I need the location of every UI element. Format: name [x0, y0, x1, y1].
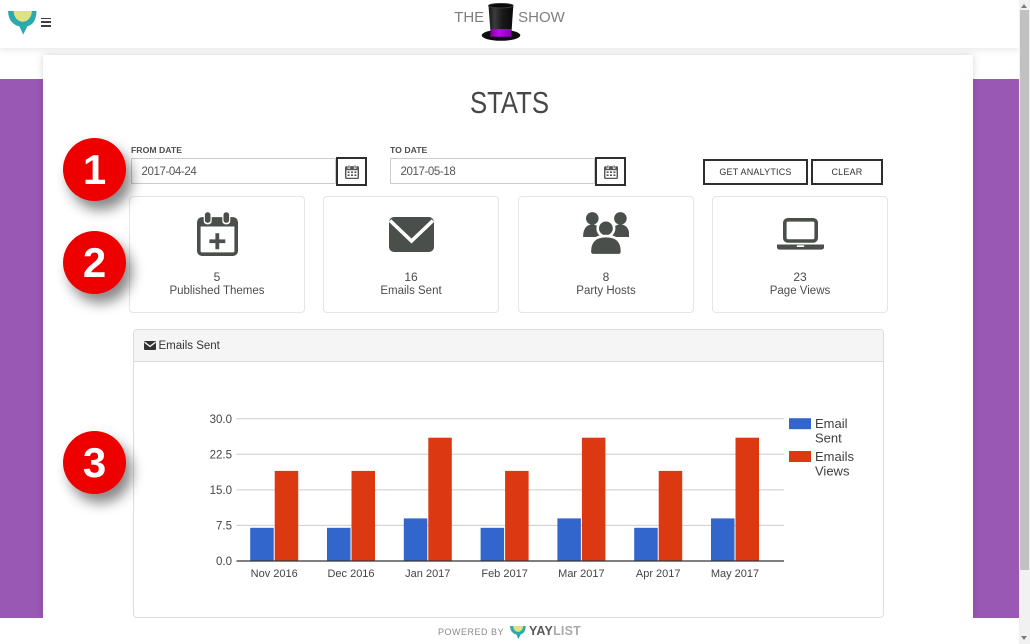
svg-text:Email: Email: [815, 416, 848, 431]
svg-text:May 2017: May 2017: [711, 568, 759, 580]
svg-text:Sent: Sent: [815, 431, 842, 446]
svg-text:30.0: 30.0: [210, 414, 232, 426]
svg-text:Apr 2017: Apr 2017: [636, 568, 681, 580]
svg-text:0.0: 0.0: [216, 556, 232, 568]
svg-text:Dec 2016: Dec 2016: [327, 568, 374, 580]
svg-text:Emails: Emails: [815, 449, 855, 464]
svg-text:Feb 2017: Feb 2017: [481, 568, 527, 580]
svg-text:Mar 2017: Mar 2017: [558, 568, 604, 580]
svg-text:Jan 2017: Jan 2017: [405, 568, 450, 580]
svg-text:Nov 2016: Nov 2016: [251, 568, 298, 580]
svg-text:Views: Views: [815, 463, 850, 478]
svg-text:22.5: 22.5: [210, 450, 232, 462]
svg-text:15.0: 15.0: [210, 485, 232, 497]
svg-text:7.5: 7.5: [216, 521, 232, 533]
